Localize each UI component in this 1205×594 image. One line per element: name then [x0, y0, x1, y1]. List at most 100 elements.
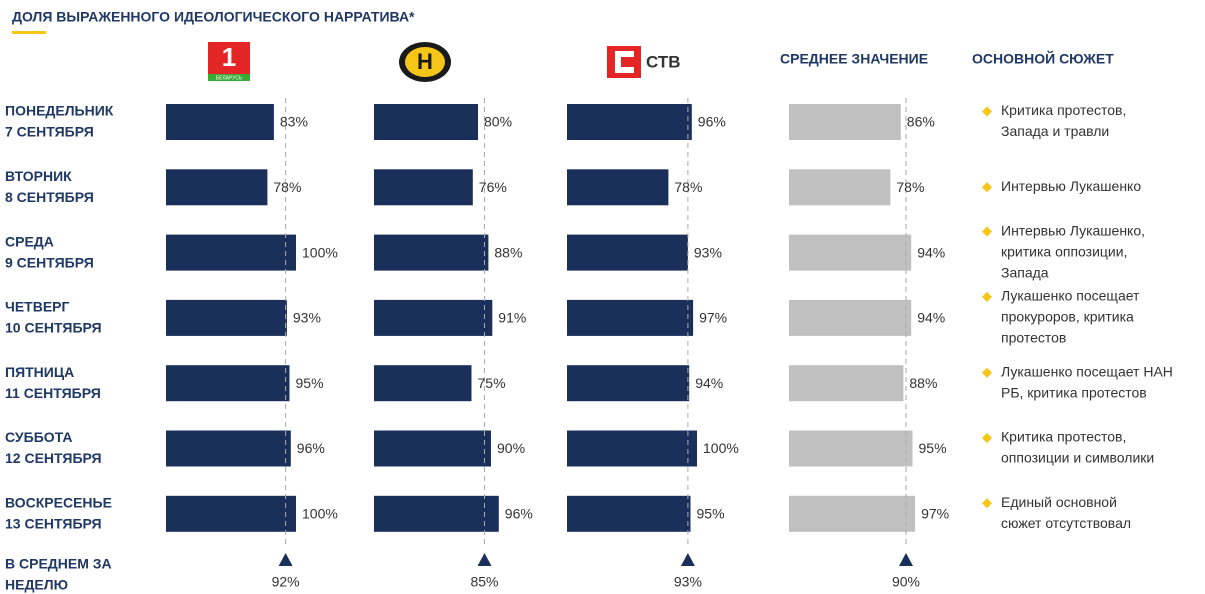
story-text: Критика протестов, — [1001, 429, 1126, 445]
bar — [166, 234, 296, 271]
value-label: 94% — [917, 244, 945, 260]
value-label: 100% — [302, 244, 338, 260]
bar — [166, 495, 296, 532]
value-label: 83% — [280, 114, 308, 130]
story-text: оппозиции и символики — [1001, 450, 1154, 466]
value-label: 94% — [917, 310, 945, 326]
story-text: Лукашенко посещает — [1001, 288, 1140, 304]
value-label: 94% — [695, 375, 723, 391]
logo-text: Н — [417, 49, 433, 74]
bar — [374, 104, 478, 140]
value-label: 95% — [919, 440, 947, 456]
bar — [166, 169, 268, 206]
story-text: прокуроров, критика — [1001, 309, 1134, 325]
value-label: 96% — [698, 114, 726, 130]
row-label: ВТОРНИК — [5, 168, 72, 184]
bar — [374, 495, 499, 532]
row-label: СРЕДА — [5, 233, 54, 249]
story-text: Запада — [1001, 264, 1049, 280]
average-label: 93% — [674, 574, 702, 590]
bar — [567, 365, 690, 402]
average-label: 92% — [272, 574, 300, 590]
value-label: 93% — [293, 310, 321, 326]
value-label: 95% — [296, 375, 324, 391]
row-label: 7 СЕНТЯБРЯ — [5, 124, 94, 140]
value-label: 90% — [497, 440, 525, 456]
bar — [374, 234, 489, 271]
chart-title: ДОЛЯ ВЫРАЖЕННОГО ИДЕОЛОГИЧЕСКОГО НАРРАТИ… — [12, 9, 415, 25]
value-label: 97% — [921, 506, 949, 522]
logo-belarus1: 1 БЕЛАРУСЬ — [208, 42, 250, 81]
bullet — [982, 433, 992, 443]
bullet — [982, 291, 992, 302]
bar — [567, 430, 697, 467]
title-underline — [12, 31, 46, 34]
story-text: Запада и травли — [1001, 123, 1109, 139]
bar — [374, 365, 472, 402]
value-label: 96% — [505, 506, 533, 522]
story-text: Единый основной — [1001, 494, 1117, 510]
row-label: В СРЕДНЕМ ЗА — [5, 556, 112, 572]
story-text: Интервью Лукашенко, — [1001, 222, 1145, 238]
value-label: 78% — [273, 179, 301, 195]
row-label: ЧЕТВЕРГ — [5, 299, 70, 315]
logo-text: 1 — [222, 42, 236, 72]
bar — [166, 104, 274, 140]
bullet — [982, 182, 992, 193]
average-label: 90% — [892, 574, 920, 590]
bar — [567, 234, 688, 271]
value-label: 95% — [697, 506, 725, 522]
row-label: НЕДЕЛЮ — [5, 577, 68, 593]
bullet — [982, 106, 992, 117]
bar — [567, 495, 691, 532]
value-label: 100% — [703, 440, 739, 456]
story-text: Интервью Лукашенко — [1001, 178, 1141, 194]
story-text: критика оппозиции, — [1001, 243, 1127, 259]
average-marker — [477, 553, 492, 566]
bar — [567, 104, 692, 140]
bar — [789, 234, 912, 271]
bar — [374, 169, 473, 206]
average-marker — [680, 553, 695, 566]
value-label: 88% — [494, 244, 522, 260]
bar — [166, 365, 290, 402]
row-label: 10 СЕНТЯБРЯ — [5, 320, 102, 336]
row-label: 9 СЕНТЯБРЯ — [5, 254, 94, 270]
story-text: Лукашенко посещает НАН — [1001, 363, 1173, 379]
bar — [789, 299, 912, 336]
row-label: 13 СЕНТЯБРЯ — [5, 516, 102, 532]
bullet — [982, 367, 992, 378]
logo-text: БЕЛАРУСЬ — [216, 75, 243, 81]
value-label: 100% — [302, 506, 338, 522]
column-title: ОСНОВНОЙ СЮЖЕТ — [972, 50, 1114, 67]
bar — [166, 299, 287, 336]
average-marker — [278, 553, 293, 566]
logo-text: СТВ — [646, 52, 681, 71]
row-label: ПОНЕДЕЛЬНИК — [5, 103, 114, 119]
bullet — [982, 498, 992, 509]
value-label: 80% — [484, 114, 512, 130]
logo-stv: СТВ — [607, 46, 681, 78]
bar — [789, 365, 904, 402]
bar — [374, 299, 493, 336]
row-label: ВОСКРЕСЕНЬЕ — [5, 495, 112, 511]
average-label: 85% — [470, 574, 498, 590]
story-text: сюжет отсутствовал — [1001, 515, 1131, 531]
row-label: 8 СЕНТЯБРЯ — [5, 189, 94, 205]
column-title: СРЕДНЕЕ ЗНАЧЕНИЕ — [780, 51, 928, 67]
value-label: 76% — [479, 179, 507, 195]
row-label: ПЯТНИЦА — [5, 364, 74, 380]
row-label: СУББОТА — [5, 429, 72, 445]
bar — [789, 430, 913, 467]
story-text: Критика протестов, — [1001, 102, 1126, 118]
bar — [374, 430, 491, 467]
value-label: 97% — [699, 310, 727, 326]
bullet — [982, 226, 992, 237]
value-label: 93% — [694, 244, 722, 260]
bar — [166, 430, 291, 467]
value-label: 78% — [896, 179, 924, 195]
value-label: 86% — [907, 114, 935, 130]
row-label: 12 СЕНТЯБРЯ — [5, 450, 102, 466]
value-label: 78% — [674, 179, 702, 195]
